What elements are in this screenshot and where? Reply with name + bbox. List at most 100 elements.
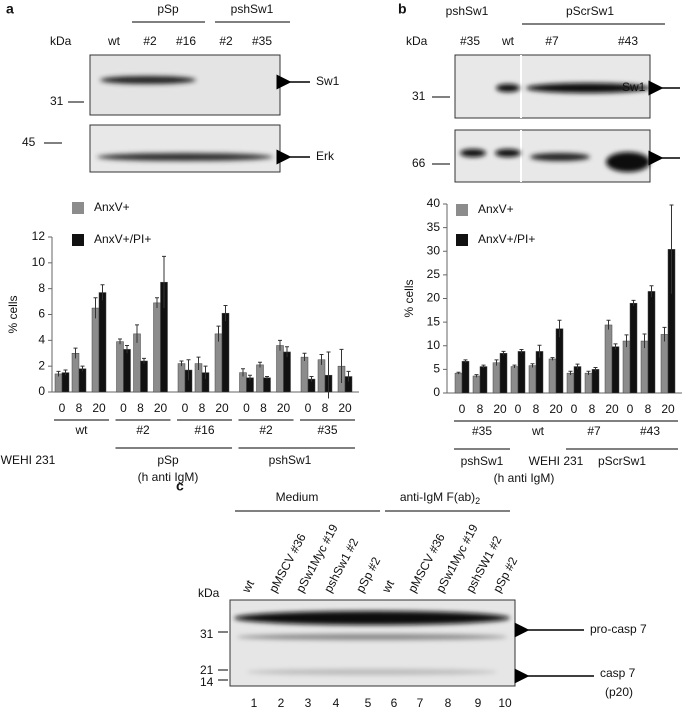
band: [526, 83, 650, 93]
bar: [535, 351, 544, 394]
y-tick-label: 2: [38, 358, 45, 372]
legend-swatch: [456, 204, 468, 216]
lane-number: 1: [251, 696, 258, 710]
bar: [91, 307, 100, 393]
bar: [528, 365, 537, 394]
bar: [61, 372, 70, 393]
supergroup-label: WEHI 231: [529, 454, 584, 468]
error-bar: [530, 363, 535, 368]
band: [496, 84, 520, 92]
lane-number: 8: [445, 696, 452, 710]
x-tick-label: 8: [645, 402, 652, 416]
marker: 21: [200, 663, 214, 677]
band: [97, 153, 273, 161]
y-tick-label: 40: [427, 196, 441, 210]
y-tick-label: 25: [427, 267, 441, 281]
bar: [461, 361, 470, 394]
error-bar: [557, 319, 562, 338]
lane-number: 3: [305, 696, 312, 710]
marker: 31: [412, 89, 426, 103]
bar: [555, 328, 564, 394]
supergroup-label: pshSw1: [461, 454, 504, 468]
lane: #35: [460, 34, 480, 48]
header: pScrSw1: [566, 4, 614, 18]
y-label: % cells: [402, 279, 416, 317]
bar: [492, 362, 501, 394]
bar: [221, 312, 230, 393]
legend-label: AnxV+/PI+: [94, 232, 151, 246]
error-bar: [606, 319, 611, 330]
kda: kDa: [198, 586, 220, 600]
x-tick-label: 20: [154, 401, 168, 415]
error-bar: [93, 297, 98, 319]
bar: [647, 291, 656, 394]
group-label: #35: [472, 424, 492, 438]
band-note: (p20): [605, 685, 633, 699]
kda: kDa: [50, 34, 72, 48]
bar: [499, 353, 508, 394]
bar: [116, 341, 124, 393]
protein: Sw1: [622, 80, 646, 94]
error-bar: [155, 297, 159, 309]
x-tick-label: 20: [493, 402, 507, 416]
band: [247, 669, 497, 675]
error-bar: [186, 359, 191, 381]
error-bar: [613, 343, 618, 350]
bar: [622, 340, 631, 394]
lane: pSp #2: [490, 554, 520, 594]
error-bar: [162, 255, 166, 309]
bar: [140, 360, 148, 393]
bar: [256, 364, 264, 393]
x-tick-label: 20: [605, 402, 619, 416]
lane: #7: [545, 34, 559, 48]
lane-number: 2: [278, 696, 285, 710]
y-tick-label: 10: [32, 255, 46, 269]
y-tick-label: 10: [427, 338, 441, 352]
x-tick-label: 20: [661, 402, 675, 416]
marker: 31: [50, 94, 64, 108]
group-label: #16: [194, 423, 214, 437]
group-label: #35: [317, 423, 337, 437]
group-label: wt: [531, 424, 545, 438]
x-tick-label: 8: [137, 401, 144, 415]
band-label: casp 7: [600, 666, 636, 680]
bar: [71, 353, 80, 393]
group-label: #43: [640, 424, 660, 438]
error-bar: [346, 370, 351, 382]
blot: [89, 124, 281, 173]
error-bar: [285, 346, 289, 358]
kda: kDa: [406, 34, 428, 48]
lane: #2: [143, 34, 157, 48]
band: [495, 149, 521, 157]
error-bar: [642, 333, 647, 349]
bar: [454, 372, 463, 394]
bar: [300, 356, 309, 393]
y-tick-label: 20: [427, 291, 441, 305]
lane: #2: [219, 34, 233, 48]
x-tick-label: 0: [627, 402, 634, 416]
lane-number: 9: [475, 696, 482, 710]
legend-swatch: [72, 234, 84, 246]
error-bar: [537, 344, 542, 358]
bar: [276, 345, 284, 393]
legend-swatch: [72, 202, 84, 214]
error-bar: [575, 363, 580, 369]
error-bar: [125, 345, 129, 354]
bar: [566, 372, 575, 394]
x-tick-label: 0: [459, 402, 466, 416]
lane-number: 5: [365, 696, 372, 710]
x-tick-label: 0: [59, 401, 66, 415]
x-tick-label: 20: [277, 401, 291, 415]
band: [530, 153, 590, 161]
x-label: (h anti IgM): [494, 471, 555, 485]
error-bar: [586, 370, 591, 376]
error-bar: [512, 364, 517, 368]
error-bar: [73, 347, 78, 359]
lane: wt: [501, 34, 515, 48]
x-tick-label: 8: [533, 402, 540, 416]
x-tick-label: 8: [589, 402, 596, 416]
x-tick-label: 0: [182, 401, 189, 415]
error-bar: [550, 357, 555, 361]
legend-label: AnxV+/PI+: [478, 232, 535, 246]
bar: [640, 340, 649, 394]
